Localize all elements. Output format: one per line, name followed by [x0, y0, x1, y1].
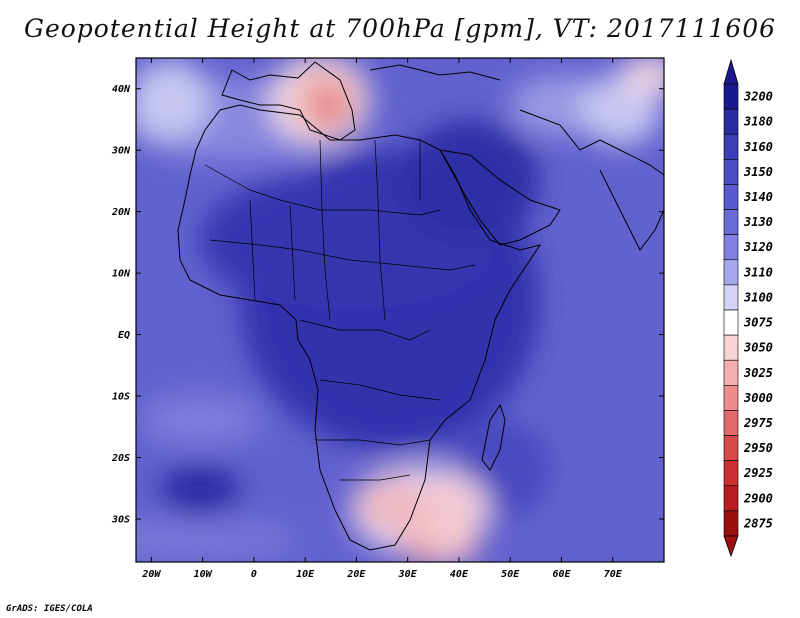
colorbar-swatch — [723, 209, 739, 235]
colorbar-label: 3180 — [743, 115, 773, 129]
colorbar-label: 3120 — [743, 240, 773, 254]
country-borders — [204, 139, 476, 481]
colorbar-label: 3100 — [743, 290, 773, 304]
map-frame — [135, 57, 665, 563]
colorbar-top-arrow — [723, 58, 739, 85]
colorbar-swatch — [723, 510, 739, 537]
colorbar-swatch — [723, 334, 739, 361]
colorbar-swatch — [723, 83, 739, 110]
colorbar-label: 3200 — [743, 90, 773, 104]
lon-tick-label: 10W — [194, 569, 213, 580]
lat-tick-label: 10N — [112, 269, 131, 280]
height-field — [136, 58, 664, 562]
colorbar-label: 3050 — [743, 341, 773, 355]
colorbar-label: 3160 — [743, 140, 773, 154]
colorbar-label: 2925 — [743, 466, 773, 480]
colorbar: 3200 3180 3160 3150 3140 3130 3120 3110 3100 3075… — [723, 58, 773, 558]
lon-tick-label: 60E — [552, 569, 571, 580]
colorbar-swatch — [723, 485, 739, 512]
colorbar-swatch — [723, 234, 739, 261]
lat-tick-label: 20S — [111, 453, 130, 464]
lon-tick-label: 40E — [450, 569, 469, 580]
lon-tick-label: 50E — [501, 569, 520, 580]
colorbar-swatch — [723, 410, 739, 436]
colorbar-swatch — [723, 284, 739, 311]
colorbar-label: 3075 — [743, 316, 773, 330]
lat-tick-label: 10S — [112, 392, 130, 403]
colorbar-label: 3150 — [743, 165, 773, 179]
lon-tick-label: 70E — [604, 569, 623, 580]
longitude-axis: 20W 10W 0 10E 20E 30E 40E 50E 60E 70E — [141, 58, 623, 580]
colorbar-label: 2900 — [743, 491, 773, 505]
colorbar-swatch — [723, 259, 739, 286]
lat-tick-label: 40N — [112, 84, 131, 95]
lat-tick-label: 30N — [111, 146, 131, 157]
colorbar-label: 3025 — [743, 366, 773, 380]
grads-credit: GrADS: IGES/COLA — [6, 604, 93, 614]
colorbar-label: 3110 — [743, 265, 773, 279]
chart-title: Geopotential Height at 700hPa [gpm], VT:… — [23, 14, 777, 43]
colorbar-swatch — [723, 309, 739, 336]
lon-tick-label: 20E — [346, 569, 366, 580]
colorbar-swatch — [723, 359, 739, 386]
lon-tick-label: 10E — [296, 569, 315, 580]
colorbar-label: 3140 — [743, 190, 773, 204]
colorbar-label: 3000 — [743, 391, 773, 405]
latitude-axis: 40N 30N 20N 10N EQ 10S 20S 30S — [111, 84, 664, 525]
lon-tick-label: 30E — [398, 569, 418, 580]
lat-tick-label: EQ — [118, 330, 130, 341]
colorbar-swatch — [723, 159, 739, 185]
colorbar-label: 3130 — [743, 215, 773, 229]
colorbar-swatch — [723, 133, 739, 160]
colorbar-swatch — [723, 460, 739, 487]
colorbar-swatch — [723, 108, 739, 135]
lon-tick-label: 20W — [141, 569, 161, 580]
colorbar-swatch — [723, 184, 739, 210]
colorbar-swatch — [723, 385, 739, 411]
lat-tick-label: 30S — [111, 514, 130, 525]
colorbar-label: 2875 — [743, 516, 773, 530]
lat-tick-label: 20N — [111, 207, 131, 218]
colorbar-swatch — [723, 435, 739, 461]
lon-tick-label: 0 — [251, 569, 257, 580]
colorbar-label: 2975 — [743, 416, 773, 430]
colorbar-label: 2950 — [743, 441, 773, 455]
colorbar-bottom-arrow — [723, 535, 739, 558]
